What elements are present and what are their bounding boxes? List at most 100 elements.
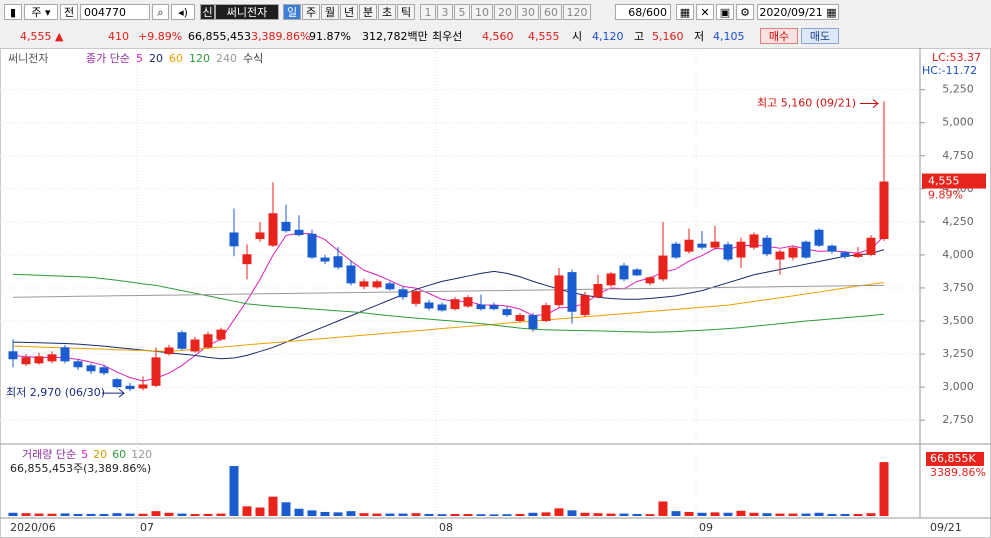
- y-tick-label: 3,750: [942, 281, 974, 294]
- buy-button[interactable]: 매수: [760, 28, 798, 44]
- volume-bar: [671, 511, 681, 516]
- volume-bar: [788, 513, 798, 516]
- interval-button[interactable]: 60: [540, 4, 562, 20]
- volume-bar: [268, 496, 278, 516]
- low-label: 저: [694, 30, 705, 43]
- volume-bar: [697, 512, 707, 516]
- volume-bar: [424, 513, 434, 516]
- volume-bar: [320, 511, 330, 516]
- period-button[interactable]: 일: [283, 4, 301, 20]
- interval-button[interactable]: 30: [517, 4, 539, 20]
- price: 4,555 ▲: [20, 30, 64, 43]
- sound[interactable]: ◂): [171, 4, 195, 20]
- volume-bar: [177, 513, 187, 516]
- candle-body: [190, 339, 200, 352]
- volume-bar: [437, 514, 447, 516]
- period-button[interactable]: 초: [378, 4, 396, 20]
- interval-button[interactable]: 3: [437, 4, 453, 20]
- open-label: 시: [572, 30, 583, 43]
- high-label: 고: [634, 30, 645, 43]
- candle-body: [840, 252, 850, 257]
- candle-body: [320, 257, 330, 262]
- candle-body: [775, 251, 785, 260]
- candle-body: [424, 302, 434, 309]
- candle-body: [216, 329, 226, 340]
- candle-body: [554, 275, 564, 306]
- candle-body: [164, 347, 174, 355]
- volume-legend-label: 거래량 단순: [22, 448, 76, 461]
- ratio: 91.87%: [309, 30, 351, 43]
- interval-button[interactable]: 20: [494, 4, 516, 20]
- legend-entry: 20: [149, 52, 163, 65]
- volume-bar: [554, 508, 564, 516]
- candle-body: [125, 385, 135, 390]
- candle-body: [73, 361, 83, 368]
- candle-body: [203, 334, 213, 348]
- kind[interactable]: 전: [60, 4, 78, 20]
- volume: 66,855,453: [188, 30, 251, 43]
- volume-bar: [606, 513, 616, 516]
- chart: 써니전자 LC:53.37 HC:-11.72 2,750 3,000 3,250 3…: [0, 48, 991, 538]
- candle-body: [528, 315, 538, 329]
- sell-button[interactable]: 매도: [801, 28, 839, 44]
- candle-body: [515, 315, 525, 322]
- volume-bar: [8, 512, 18, 516]
- candle-body: [749, 234, 759, 248]
- search[interactable]: ⌕: [152, 4, 169, 20]
- volume-bar: [398, 513, 408, 516]
- volume-bar: [528, 512, 538, 516]
- volume-bar: [333, 512, 343, 516]
- legend-formula: 수식: [243, 52, 263, 65]
- volume-bar: [73, 513, 83, 516]
- volume-bar: [502, 514, 512, 516]
- volume-bar: [47, 513, 57, 516]
- volume-bar: [164, 512, 174, 516]
- period-button[interactable]: 년: [340, 4, 358, 20]
- ma-line: [12, 282, 885, 352]
- candle-body: [463, 297, 473, 307]
- candle-body: [281, 221, 291, 232]
- legend-entry: 120: [189, 52, 210, 65]
- candle-body: [476, 304, 486, 310]
- candle-body: [294, 229, 304, 236]
- stock-name: 써니전자: [215, 4, 279, 20]
- volume-bar: [879, 462, 889, 516]
- candle-body: [437, 304, 447, 311]
- volume-legend-entry: 60: [112, 448, 126, 461]
- interval-button[interactable]: 5: [454, 4, 470, 20]
- tool[interactable]: ▣: [716, 4, 734, 20]
- tool[interactable]: ⚙: [736, 4, 754, 20]
- volume-bar: [658, 501, 668, 516]
- low: 4,105: [713, 30, 745, 43]
- candle-body: [372, 281, 382, 288]
- open: 4,120: [592, 30, 624, 43]
- period-button[interactable]: 주: [302, 4, 320, 20]
- interval-button[interactable]: 1: [420, 4, 436, 20]
- period-button[interactable]: 틱: [397, 4, 415, 20]
- candle-body: [814, 229, 824, 246]
- candle-body: [255, 232, 265, 240]
- volume-bar: [21, 513, 31, 516]
- volume-bar: [619, 513, 629, 516]
- date-input[interactable]: 2020/09/21 ▦: [757, 4, 839, 20]
- tool[interactable]: ✕: [696, 4, 714, 20]
- tool[interactable]: ▦: [676, 4, 694, 20]
- candle-body: [866, 237, 876, 255]
- change: 410: [108, 30, 129, 43]
- market-select[interactable]: 주 ▾: [24, 4, 58, 20]
- date: 2020/09/21: [759, 6, 823, 19]
- volume-bar: [99, 514, 109, 516]
- volume-last-box: [926, 452, 984, 466]
- candle-body: [398, 289, 408, 298]
- period-button[interactable]: 분: [359, 4, 377, 20]
- period-button[interactable]: 월: [321, 4, 339, 20]
- low-arrow: [102, 388, 125, 398]
- candle-body: [268, 213, 278, 246]
- volume-bar: [60, 513, 70, 516]
- interval-button[interactable]: 120: [563, 4, 591, 20]
- chart-frame: [0, 48, 991, 538]
- code-input[interactable]: 004770: [80, 4, 150, 20]
- volume-legend-entry: 120: [131, 448, 152, 461]
- menu-icon[interactable]: ▮: [4, 4, 22, 20]
- interval-button[interactable]: 10: [471, 4, 493, 20]
